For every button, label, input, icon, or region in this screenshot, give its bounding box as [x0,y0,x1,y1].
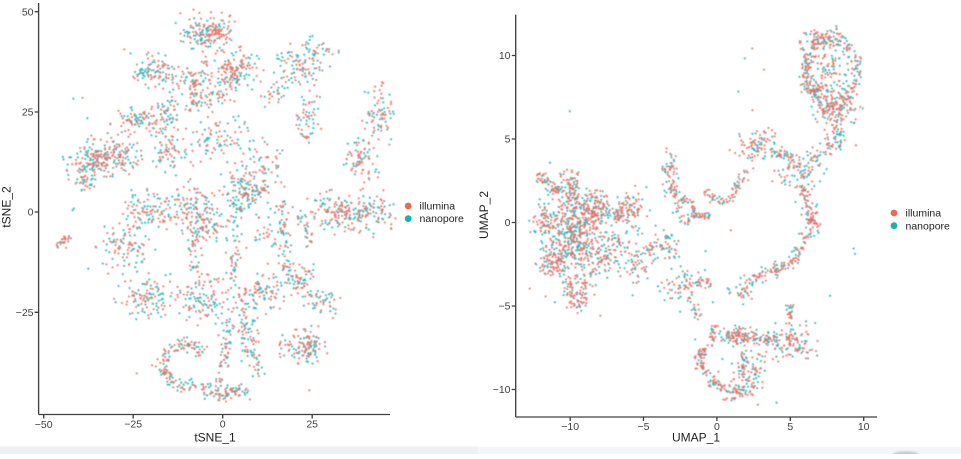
svg-text:10: 10 [499,50,511,62]
svg-text:0: 0 [220,419,226,431]
svg-text:tSNE_2: tSNE_2 [0,186,14,228]
svg-text:nanopore: nanopore [906,220,951,232]
svg-text:illumina: illumina [906,208,942,220]
svg-text:−25: −25 [124,419,142,431]
svg-text:−10: −10 [561,421,579,433]
svg-text:UMAP_2: UMAP_2 [477,191,491,239]
svg-text:10: 10 [858,421,870,433]
svg-text:5: 5 [787,421,793,433]
svg-text:−25: −25 [16,307,34,319]
svg-text:tSNE_1: tSNE_1 [194,431,236,445]
svg-text:0: 0 [714,421,720,433]
svg-text:UMAP_1: UMAP_1 [672,431,720,445]
svg-text:illumina: illumina [420,201,456,213]
svg-text:−5: −5 [638,421,650,433]
svg-text:−5: −5 [499,301,511,313]
svg-text:5: 5 [505,134,511,146]
svg-text:50: 50 [22,6,34,18]
svg-text:25: 25 [22,107,34,119]
svg-text:−50: −50 [35,419,53,431]
svg-text:25: 25 [306,419,318,431]
svg-text:−10: −10 [493,384,511,396]
svg-text:0: 0 [505,217,511,229]
svg-text:0: 0 [28,207,34,219]
svg-text:nanopore: nanopore [420,213,465,225]
